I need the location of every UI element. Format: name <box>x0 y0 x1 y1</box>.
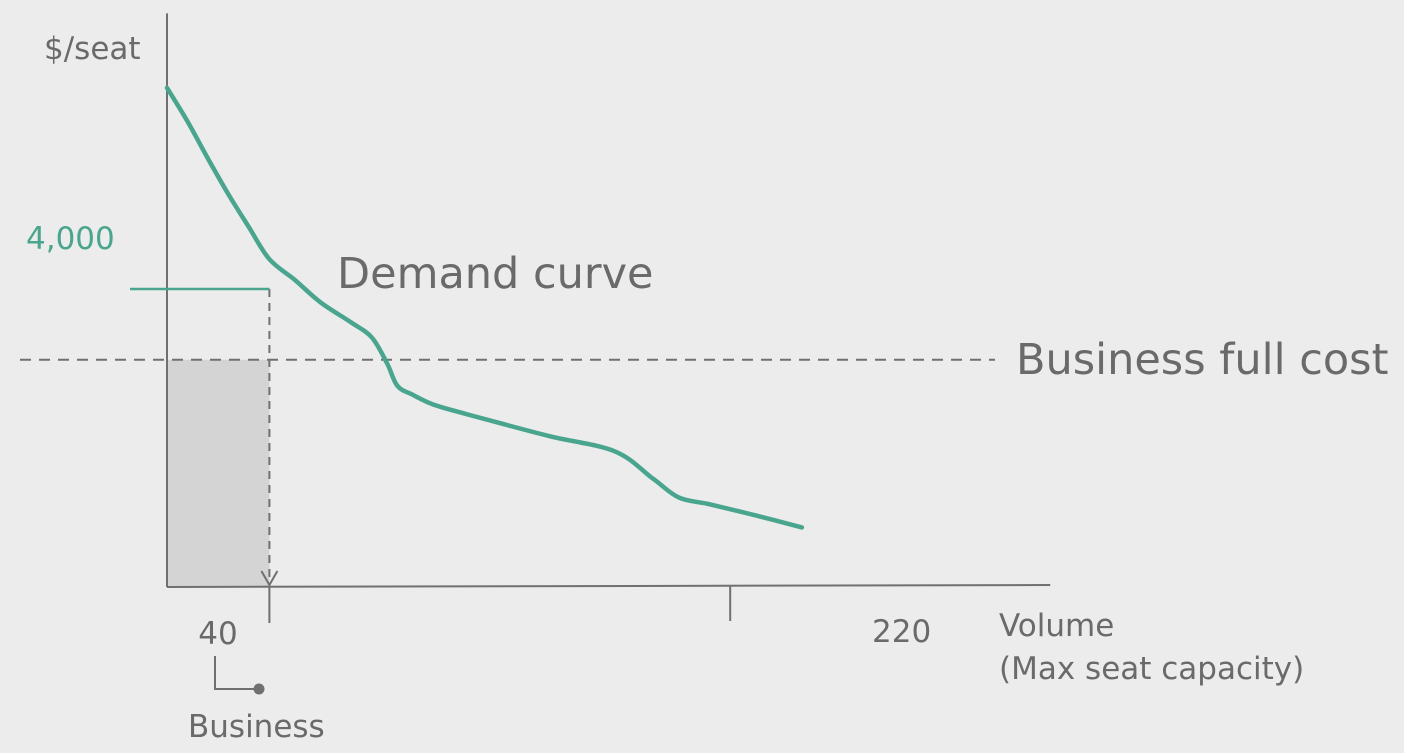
x-axis-label: Volume <box>999 608 1114 644</box>
demand-curve-label: Demand curve <box>337 249 654 299</box>
business-bracket-dot <box>253 683 265 695</box>
drop-arrow-icon <box>260 570 279 588</box>
business-segment-label: Business <box>188 709 325 745</box>
y-axis-label: $/seat <box>44 31 141 67</box>
business-shaded-area <box>167 359 270 587</box>
business-full-cost-label: Business full cost <box>1016 335 1388 385</box>
x-axis <box>166 584 1051 588</box>
x-axis-sublabel: (Max seat capacity) <box>999 651 1304 687</box>
business-bracket <box>214 656 258 690</box>
price-label: 4,000 <box>26 221 115 257</box>
x-tick-label-220: 220 <box>872 614 931 650</box>
demand-curve <box>164 85 805 530</box>
x-tick-label-40: 40 <box>198 616 237 652</box>
